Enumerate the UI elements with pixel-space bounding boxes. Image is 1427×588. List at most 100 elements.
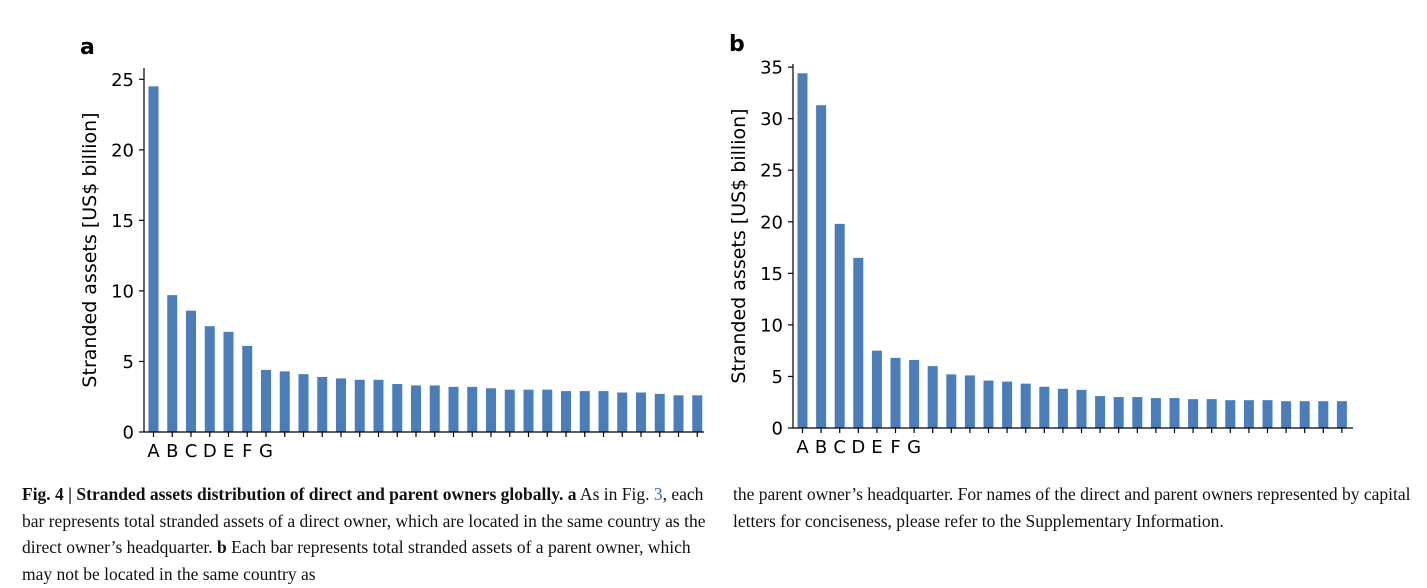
panel-label-b: b bbox=[729, 32, 745, 57]
bar-b-18 bbox=[1113, 397, 1124, 428]
bar-a-19 bbox=[486, 388, 496, 432]
caption-a-text-1: As in Fig. bbox=[576, 484, 654, 504]
bar-b-13 bbox=[1020, 383, 1031, 428]
y-tick-label-a-5: 5 bbox=[123, 352, 134, 373]
y-tick-label-b-5: 5 bbox=[772, 367, 783, 388]
y-tick-label-a-0: 0 bbox=[123, 423, 134, 444]
bar-a-18 bbox=[467, 386, 478, 432]
bar-b-27 bbox=[1281, 401, 1292, 428]
bar-a-22 bbox=[542, 389, 553, 432]
bar-a-30 bbox=[692, 395, 703, 432]
x-tick-label-a-C: C bbox=[185, 441, 198, 462]
x-tick-label-a-B: B bbox=[166, 441, 178, 462]
bar-a-29 bbox=[673, 395, 684, 432]
bar-b-14 bbox=[1039, 386, 1050, 428]
bar-a-11 bbox=[336, 378, 346, 432]
bar-b-10 bbox=[964, 375, 975, 428]
x-tick-label-b-F: F bbox=[890, 437, 900, 458]
caption-fig-label: Fig. 4 | Stranded assets distribution of… bbox=[22, 484, 564, 504]
caption-a-label: a bbox=[567, 484, 577, 504]
y-tick-label-b-25: 25 bbox=[760, 161, 783, 182]
y-tick-label-b-0: 0 bbox=[772, 419, 783, 440]
caption-a-text-2: , each bar represents total stranded ass… bbox=[22, 484, 706, 557]
bar-b-21 bbox=[1169, 398, 1180, 428]
bar-a-17 bbox=[448, 386, 459, 432]
panel-label-a: a bbox=[80, 35, 95, 60]
y-tick-label-b-30: 30 bbox=[760, 109, 783, 130]
bar-a-15 bbox=[411, 385, 421, 432]
bar-b-22 bbox=[1188, 399, 1199, 428]
y-tick-label-b-10: 10 bbox=[760, 315, 783, 336]
y-tick-label-a-10: 10 bbox=[111, 281, 134, 302]
bar-a-7 bbox=[261, 369, 271, 432]
bar-b-7 bbox=[909, 359, 920, 428]
bar-a-20 bbox=[504, 389, 515, 432]
bar-b-16 bbox=[1076, 389, 1087, 428]
bar-a-5 bbox=[223, 331, 234, 432]
bar-a-16 bbox=[429, 385, 440, 432]
figure-caption-left: Fig. 4 | Stranded assets distribution of… bbox=[22, 481, 712, 587]
chart-a: 0 5 10 15 20 25 A B C D E F G Stranded assets [US$ bi… bbox=[79, 68, 704, 462]
x-tick-label-b-G: G bbox=[907, 437, 921, 458]
bar-b-11 bbox=[983, 380, 994, 428]
x-tick-label-a-E: E bbox=[223, 441, 234, 462]
chart-b: 0 5 10 15 20 25 30 35 A B C D E F G Stranded assets [US… bbox=[728, 58, 1353, 458]
x-tick-label-a-G: G bbox=[259, 441, 273, 462]
bar-a-8 bbox=[279, 371, 290, 432]
y-tick-label-b-35: 35 bbox=[760, 58, 783, 79]
bar-a-12 bbox=[354, 379, 365, 432]
bar-a-4 bbox=[204, 326, 215, 432]
x-tick-label-b-A: A bbox=[796, 437, 809, 458]
y-tick-label-a-15: 15 bbox=[111, 211, 134, 232]
figure-caption-right: the parent owner’s headquarter. For name… bbox=[733, 481, 1423, 534]
bar-b-28 bbox=[1299, 401, 1310, 428]
bar-a-26 bbox=[617, 392, 628, 432]
bar-b-29 bbox=[1318, 401, 1329, 428]
bar-a-9 bbox=[298, 374, 309, 432]
bar-b-12 bbox=[1002, 381, 1013, 428]
bar-b-6 bbox=[890, 357, 901, 428]
bar-b-20 bbox=[1150, 398, 1161, 428]
bar-b-5 bbox=[871, 350, 882, 428]
bar-b-19 bbox=[1132, 397, 1143, 428]
bar-b-17 bbox=[1095, 396, 1106, 428]
bar-a-21 bbox=[523, 389, 534, 432]
bar-a-1 bbox=[148, 86, 159, 432]
y-tick-label-a-20: 20 bbox=[111, 140, 134, 161]
bar-a-28 bbox=[654, 393, 665, 432]
bar-b-4 bbox=[853, 257, 864, 428]
x-tick-label-b-E: E bbox=[871, 437, 882, 458]
bar-b-23 bbox=[1206, 399, 1217, 428]
bar-a-23 bbox=[561, 391, 571, 432]
x-tick-label-a-A: A bbox=[147, 441, 160, 462]
caption-b-text: Each bar represents total stranded asset… bbox=[22, 537, 691, 584]
bar-b-15 bbox=[1057, 388, 1068, 428]
bar-b-30 bbox=[1336, 401, 1347, 428]
bar-b-25 bbox=[1243, 400, 1254, 428]
x-tick-label-a-F: F bbox=[242, 441, 252, 462]
bar-b-8 bbox=[927, 366, 938, 428]
bar-a-2 bbox=[167, 295, 178, 432]
bar-a-27 bbox=[636, 392, 646, 432]
x-tick-label-a-D: D bbox=[203, 441, 217, 462]
bar-a-6 bbox=[242, 345, 253, 432]
caption-fig-ref-link[interactable]: 3 bbox=[653, 484, 663, 504]
bar-a-13 bbox=[373, 379, 384, 432]
bar-b-3 bbox=[834, 223, 845, 428]
y-tick-label-b-15: 15 bbox=[760, 264, 783, 285]
bar-a-25 bbox=[598, 391, 609, 432]
bar-a-10 bbox=[317, 376, 328, 432]
bar-a-3 bbox=[186, 310, 196, 432]
bar-b-24 bbox=[1225, 400, 1236, 428]
bar-b-1 bbox=[797, 73, 808, 428]
caption-right-text: the parent owner’s headquarter. For name… bbox=[733, 484, 1411, 531]
caption-b-label: b bbox=[217, 537, 227, 557]
y-axis-label-b: Stranded assets [US$ billion] bbox=[728, 108, 750, 383]
x-tick-label-b-D: D bbox=[851, 437, 865, 458]
x-tick-label-b-C: C bbox=[833, 437, 846, 458]
bar-a-14 bbox=[392, 384, 403, 432]
y-tick-label-b-20: 20 bbox=[760, 212, 783, 233]
x-tick-label-b-B: B bbox=[815, 437, 827, 458]
y-axis-label-a: Stranded assets [US$ billion] bbox=[79, 112, 101, 387]
